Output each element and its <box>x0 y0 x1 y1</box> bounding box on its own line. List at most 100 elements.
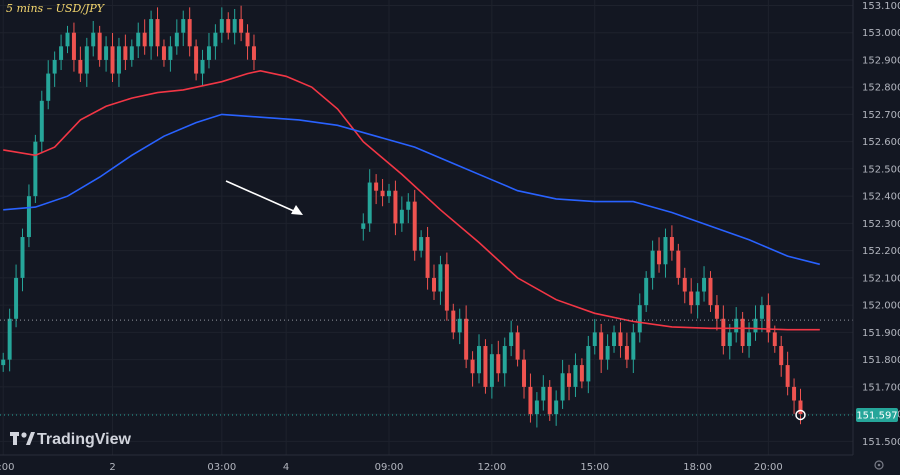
tradingview-logo: TradingView <box>10 431 132 448</box>
candle <box>14 264 19 328</box>
candle <box>232 8 237 45</box>
candle <box>785 351 790 396</box>
candle <box>26 184 31 248</box>
candle <box>663 228 668 278</box>
candle <box>181 10 186 47</box>
candle <box>798 388 803 425</box>
candle <box>727 323 732 360</box>
candle <box>425 226 430 290</box>
candle <box>779 335 784 377</box>
candle <box>251 34 256 71</box>
candle <box>123 34 128 71</box>
candle <box>772 325 777 353</box>
candle <box>477 334 482 384</box>
y-tick-label: 152.800 <box>862 83 900 94</box>
candle <box>502 337 507 387</box>
candle <box>759 296 764 333</box>
candle <box>515 325 520 367</box>
x-tick-label: 09:00 <box>375 462 404 473</box>
candle <box>387 183 391 203</box>
candle <box>624 332 629 369</box>
annotation-arrow <box>225 180 303 215</box>
candle <box>734 307 739 343</box>
candle <box>766 293 771 343</box>
candle <box>367 169 372 232</box>
candle <box>71 22 76 72</box>
x-tick-label: 4 <box>283 462 289 473</box>
candle <box>444 252 449 321</box>
candle <box>560 359 565 409</box>
chart-title: 5 mins – USD/JPY <box>6 2 106 15</box>
candle <box>20 228 25 292</box>
y-tick-label: 151.500 <box>862 437 900 448</box>
candle <box>547 380 552 421</box>
x-tick-label: 18:00 <box>683 462 712 473</box>
candle <box>104 36 109 72</box>
candle <box>206 32 211 69</box>
candles-group <box>1 5 803 428</box>
y-tick-label: 152.500 <box>862 164 900 175</box>
candle <box>541 375 546 411</box>
candle <box>464 305 469 369</box>
candle <box>245 24 250 60</box>
candle <box>451 303 456 340</box>
candle <box>97 25 102 67</box>
y-tick-label: 151.800 <box>862 355 900 366</box>
candle <box>406 193 411 224</box>
last-price-marker <box>795 409 806 421</box>
candle <box>168 36 173 72</box>
candle <box>522 349 527 399</box>
y-tick-label: 151.900 <box>862 328 900 339</box>
candle <box>708 271 713 312</box>
tradingview-wordmark: TradingView <box>37 431 132 448</box>
x-tick-label: 20:00 <box>754 462 783 473</box>
candle <box>637 293 642 343</box>
x-tick-label: 03:00 <box>207 462 236 473</box>
candle <box>84 37 89 87</box>
candle <box>605 334 610 370</box>
candle <box>612 325 617 353</box>
candle <box>174 19 179 55</box>
candle <box>676 243 681 285</box>
time-axis[interactable]: 1:00 2 03:00 4 09:00 12:00 15:00 18:00 20:00 <box>0 462 783 473</box>
last-price-label: 151.597 <box>856 410 897 421</box>
candle <box>136 22 141 59</box>
moving-average-slow <box>3 113 820 266</box>
candle <box>753 305 758 341</box>
x-tick-label: 1:00 <box>0 462 14 473</box>
moving-average-fast <box>3 69 820 331</box>
candle <box>592 319 597 355</box>
candle <box>554 390 559 426</box>
candle <box>161 39 166 67</box>
candle <box>599 323 604 373</box>
candle <box>393 180 398 236</box>
y-tick-label: 151.700 <box>862 382 900 393</box>
candle <box>219 7 224 43</box>
candle <box>714 295 719 331</box>
candle <box>470 351 475 387</box>
candle <box>33 134 38 203</box>
candle <box>419 230 424 258</box>
candle <box>618 322 623 358</box>
x-tick-label: 15:00 <box>580 462 609 473</box>
candle <box>721 305 726 355</box>
candle <box>657 237 662 273</box>
candle <box>682 267 687 304</box>
candle <box>110 32 115 83</box>
candle <box>573 353 578 397</box>
candle <box>380 179 385 207</box>
candle <box>412 189 417 261</box>
candle <box>78 46 83 83</box>
settings-icon[interactable] <box>874 460 884 470</box>
candle <box>489 344 494 399</box>
y-tick-label: 152.200 <box>862 246 900 257</box>
candle <box>361 213 366 241</box>
candle <box>689 278 694 314</box>
candle <box>52 51 57 87</box>
x-tick-label: 2 <box>109 462 115 473</box>
candle <box>432 264 436 300</box>
x-tick-label: 12:00 <box>477 462 506 473</box>
candle <box>7 308 12 372</box>
candle <box>226 12 231 40</box>
